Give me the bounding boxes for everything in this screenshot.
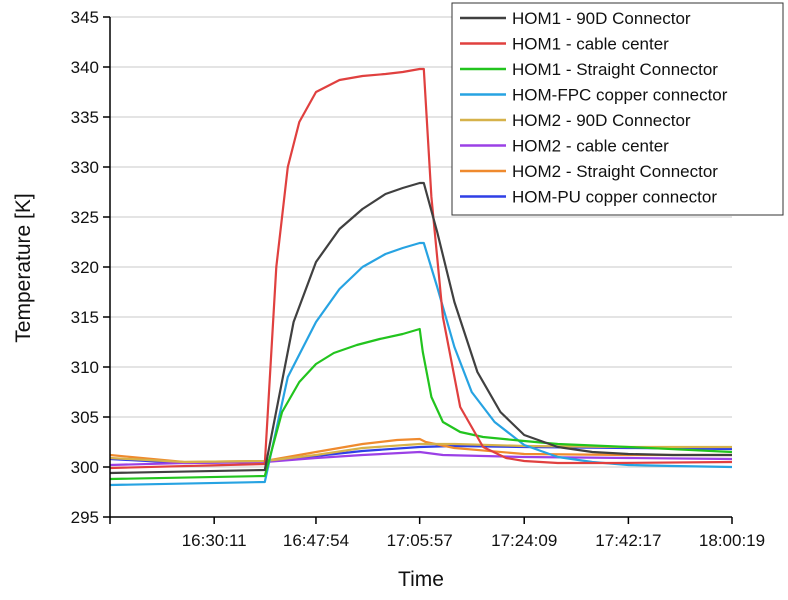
x-tick-label: 17:24:09 [491,531,557,550]
series-line [109,241,733,487]
y-tick-label: 315 [71,308,99,327]
x-tick-label: 16:47:54 [283,531,349,550]
legend-label: HOM2 - 90D Connector [512,111,691,130]
x-tick-label: 17:42:17 [595,531,661,550]
series-line [109,442,732,464]
x-axis-title: Time [398,568,444,591]
y-axis-ticks: 295 300 305 310 315 320 325 330 335 340 345 [71,8,110,527]
legend-label: HOM1 - 90D Connector [512,9,691,28]
legend-label: HOM-PU copper connector [512,188,717,207]
legend-label: HOM1 - cable center [512,35,669,54]
y-tick-label: 335 [71,108,99,127]
series-layer [109,67,733,487]
legend-label: HOM2 - Straight Connector [512,162,718,181]
y-tick-label: 340 [71,58,99,77]
y-tick-label: 345 [71,8,99,27]
x-tick-label: 17:05:57 [387,531,453,550]
y-tick-label: 330 [71,158,99,177]
y-tick-label: 300 [71,458,99,477]
x-tick-label: 18:00:19 [699,531,765,550]
legend-label: HOM2 - cable center [512,137,669,156]
series-line [109,67,733,470]
y-tick-label: 305 [71,408,99,427]
y-axis-title: Temperature [K] [12,193,35,342]
x-tick-label: 16:30:11 [182,531,247,550]
series-line [109,327,733,481]
x-axis-ticks: 16:30:11 16:47:54 17:05:57 17:24:09 17:42:17… [109,517,765,550]
y-tick-label: 310 [71,358,99,377]
legend-box [451,2,784,216]
legend-label: HOM-FPC copper connector [512,86,728,105]
legend: HOM1 - 90D Connector HOM1 - cable center H… [451,2,784,216]
legend-label: HOM1 - Straight Connector [512,60,718,79]
y-tick-label: 295 [71,508,99,527]
y-tick-label: 320 [71,258,99,277]
series-line [109,181,732,475]
y-tick-label: 325 [71,208,99,227]
